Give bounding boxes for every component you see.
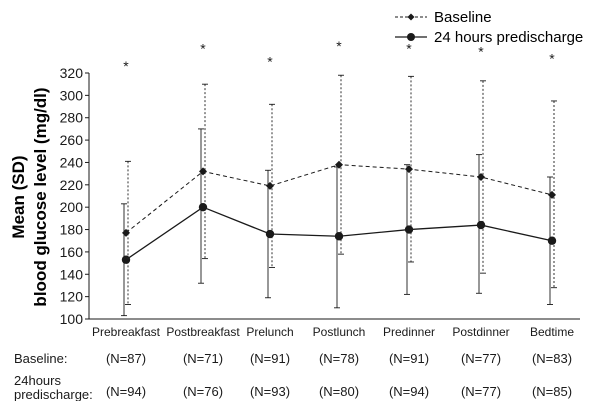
axes: 100 120 140 160 180 200 220 240 260 280 300 320 [60, 65, 580, 327]
predischarge-point [547, 236, 557, 245]
baseline-line [125, 164, 553, 234]
predischarge-point [476, 220, 486, 230]
row-label-baseline: Baseline: [14, 351, 67, 366]
x-tick-label: Postbreakfast [166, 325, 240, 339]
x-tick-labels: Prebreakfast Postbreakfast Prelunch Postlun… [92, 325, 574, 339]
legend-baseline-label: Baseline [434, 9, 492, 26]
x-tick-label: Prebreakfast [92, 325, 161, 339]
significance-star: * [478, 44, 484, 60]
predischarge-point [404, 225, 414, 234]
predischarge-point [334, 232, 344, 241]
predischarge-point [198, 202, 208, 212]
count-predischarge: (N=93) [250, 384, 290, 399]
y-tick-label: 200 [60, 199, 84, 215]
significance-star: * [336, 38, 342, 54]
count-baseline: (N=77) [461, 351, 501, 366]
series-markers [121, 160, 557, 264]
y-tick-label: 240 [60, 154, 84, 170]
y-axis-title: Mean (SD) blood glucose level (mg/dl) [9, 87, 50, 306]
y-axis-title-line1: Mean (SD) [9, 155, 28, 238]
predischarge-point [265, 229, 275, 239]
row-label-predischarge-line2: predischarge: [14, 387, 93, 401]
significance-star: * [123, 58, 129, 74]
legend-baseline-marker [407, 13, 415, 21]
legend-predischarge-marker [407, 33, 415, 41]
x-tick-label: Postdinner [452, 325, 509, 339]
baseline-point [405, 165, 413, 174]
count-baseline: (N=71) [183, 351, 223, 366]
y-tick-label: 120 [60, 289, 84, 305]
count-predischarge: (N=77) [461, 384, 501, 399]
error-bars [121, 74, 557, 317]
y-axis-title-line2: blood glucose level (mg/dl) [31, 87, 50, 306]
legend: Baseline 24 hours predischarge [395, 9, 583, 46]
x-tick-label: Prelunch [246, 325, 293, 339]
significance-star: * [549, 50, 555, 66]
baseline-point [548, 190, 556, 199]
baseline-point [477, 172, 485, 181]
count-predischarge: (N=85) [532, 384, 572, 399]
count-predischarge: (N=94) [106, 384, 146, 399]
row-label-predischarge-line1: 24hours [14, 373, 61, 388]
count-predischarge: (N=80) [319, 384, 359, 399]
count-baseline: (N=87) [106, 351, 146, 366]
predischarge-point [121, 255, 131, 264]
count-predischarge: (N=94) [389, 384, 429, 399]
baseline-point [122, 228, 130, 237]
y-tick-label: 140 [60, 266, 84, 282]
sample-size-table: Baseline: (N=87) (N=71) (N=91) (N=78) (N=91) (… [14, 351, 572, 401]
x-tick-label: Bedtime [530, 325, 574, 339]
y-tick-label: 100 [60, 311, 84, 327]
y-tick-label: 220 [60, 177, 84, 193]
y-tick-label: 160 [60, 244, 84, 260]
count-baseline: (N=91) [250, 351, 290, 366]
baseline-point [335, 160, 343, 169]
count-baseline: (N=91) [389, 351, 429, 366]
y-tick-label: 280 [60, 110, 84, 126]
y-tick-label: 300 [60, 87, 84, 103]
series-lines [125, 164, 553, 261]
baseline-point [266, 181, 274, 190]
y-tick-label: 320 [60, 65, 84, 81]
significance-markers: * * * * * * * [123, 38, 555, 74]
x-tick-label: Postlunch [313, 325, 366, 339]
count-baseline: (N=83) [532, 351, 572, 366]
x-tick-label: Predinner [383, 325, 435, 339]
significance-star: * [267, 54, 273, 70]
y-tick-label: 180 [60, 222, 84, 238]
significance-star: * [406, 40, 412, 56]
count-predischarge: (N=76) [183, 384, 223, 399]
significance-star: * [200, 40, 206, 56]
legend-predischarge-label: 24 hours predischarge [434, 29, 583, 46]
count-baseline: (N=78) [319, 351, 359, 366]
baseline-point [199, 167, 207, 176]
y-tick-label: 260 [60, 132, 84, 148]
